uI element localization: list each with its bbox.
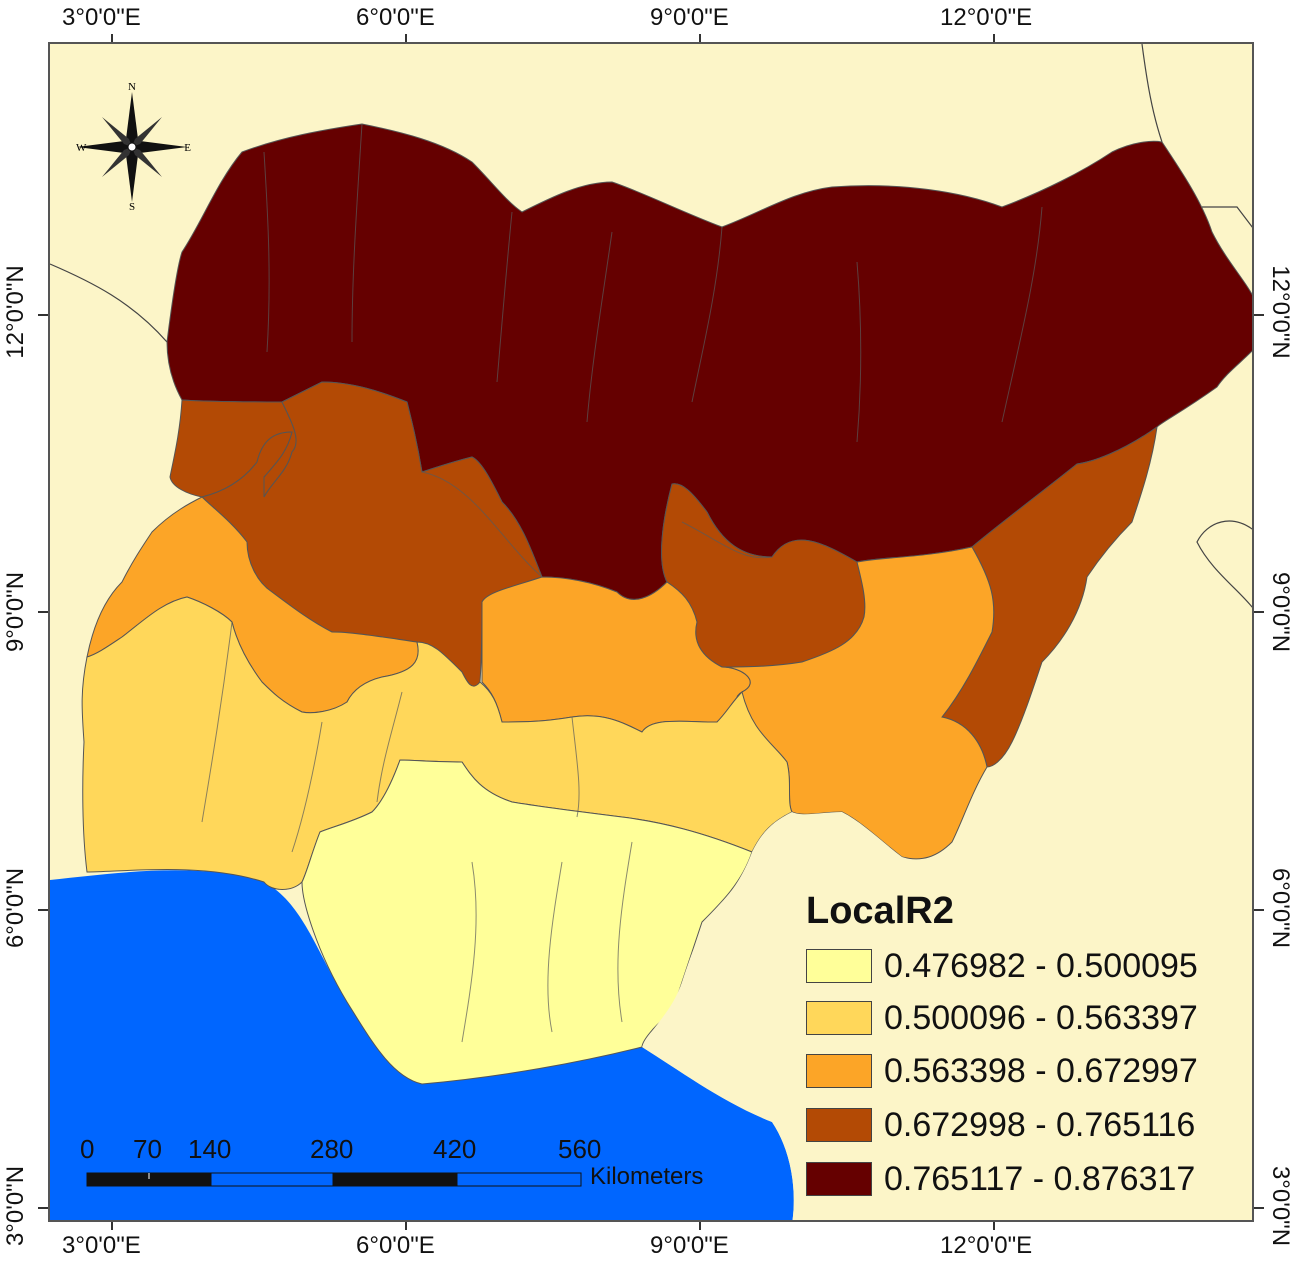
legend-label-1: 0.476982 - 0.500095 — [884, 946, 1198, 985]
legend-label-5: 0.765117 - 0.876317 — [884, 1159, 1196, 1198]
bottom-lon-label-12e: 12°0'0"E — [940, 1232, 1033, 1259]
legend-swatch-3 — [806, 1054, 872, 1088]
bottom-lon-label-3e: 3°0'0"E — [62, 1232, 141, 1259]
legend-item-3: 0.563398 - 0.672997 — [806, 1051, 1198, 1091]
legend-title: LocalR2 — [806, 890, 954, 932]
top-lon-label-3e: 3°0'0"E — [62, 4, 141, 31]
legend-swatch-4 — [806, 1108, 872, 1142]
legend-item-2: 0.500096 - 0.563397 — [806, 998, 1198, 1038]
bottom-lon-label-9e: 9°0'0"E — [650, 1232, 729, 1259]
scale-tick-140: 140 — [188, 1134, 232, 1164]
east-letter: E — [184, 142, 191, 154]
legend-item-4: 0.672998 - 0.765116 — [806, 1105, 1195, 1145]
north-letter: N — [128, 82, 136, 93]
scale-tick-70: 70 — [133, 1134, 162, 1164]
map-frame: N S E W — [48, 42, 1254, 1222]
top-lon-label-9e: 9°0'0"E — [650, 4, 729, 31]
scale-bar — [86, 1172, 582, 1187]
legend-swatch-2 — [806, 1001, 872, 1035]
neighbor-border-chad — [1141, 44, 1163, 143]
neighbor-border-east — [1202, 206, 1252, 228]
top-lon-label-12e: 12°0'0"E — [940, 4, 1033, 31]
region-class1-south — [301, 759, 753, 1085]
ocean — [50, 870, 794, 1220]
legend-label-3: 0.563398 - 0.672997 — [884, 1051, 1198, 1090]
scale-tick-560: 560 — [558, 1134, 602, 1164]
neighbor-border-benin-niger — [50, 263, 168, 343]
scale-unit-label: Kilometers — [590, 1163, 704, 1190]
legend-swatch-5 — [806, 1162, 872, 1196]
north-arrow-icon: N S E W — [76, 82, 191, 212]
legend-label-2: 0.500096 - 0.563397 — [884, 998, 1198, 1037]
map-canvas — [50, 44, 1252, 1220]
legend-item-1: 0.476982 - 0.500095 — [806, 946, 1198, 986]
scale-tick-280: 280 — [310, 1134, 354, 1164]
south-letter: S — [129, 201, 135, 212]
scale-tick-0: 0 — [80, 1134, 95, 1164]
legend-swatch-1 — [806, 949, 872, 983]
top-lon-label-6e: 6°0'0"E — [356, 4, 435, 31]
neighbor-border-cameroon — [1196, 520, 1252, 608]
state-boundaries — [201, 123, 1043, 1043]
legend-item-5: 0.765117 - 0.876317 — [806, 1159, 1195, 1199]
scale-tick-420: 420 — [433, 1134, 477, 1164]
legend-label-4: 0.672998 - 0.765116 — [884, 1105, 1196, 1144]
west-letter: W — [76, 142, 87, 154]
bottom-lon-label-6e: 6°0'0"E — [356, 1232, 435, 1259]
